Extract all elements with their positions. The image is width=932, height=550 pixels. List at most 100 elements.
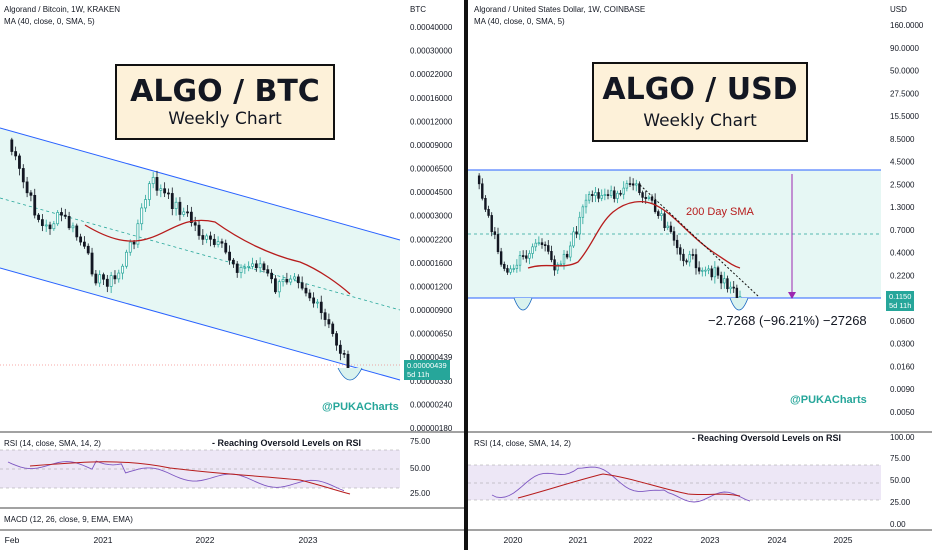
right-symbol-header: Algorand / United States Dollar, 1W, COI… — [474, 5, 646, 14]
right-candle-body — [675, 239, 679, 249]
left-candle-body — [151, 177, 155, 185]
left-candle-body — [239, 267, 243, 273]
right-candle-body — [594, 192, 597, 196]
left-candle-body — [312, 297, 316, 304]
right-candle-body — [644, 196, 647, 199]
right-rsi-tick: 25.00 — [890, 498, 911, 507]
left-candle-body — [231, 259, 235, 265]
left-candle-body — [44, 224, 48, 227]
left-y-tick: 0.00040000 — [410, 23, 453, 32]
left-price-badge: 0.00000439 5d 11h — [404, 360, 450, 380]
left-candle-body — [293, 276, 296, 280]
right-x-tick: 2021 — [569, 535, 588, 545]
left-x-tick: 2021 — [94, 535, 113, 545]
left-candle-body — [75, 225, 79, 238]
left-candle-body — [40, 219, 44, 226]
left-chart-title: ALGO / BTC — [130, 74, 320, 109]
left-candle-body — [117, 272, 121, 280]
left-price-value: 0.00000439 — [407, 361, 447, 370]
right-candle-body — [679, 247, 682, 255]
right-y-tick: 0.7000 — [890, 226, 915, 235]
right-candle-body — [663, 213, 666, 229]
right-y-tick: 27.5000 — [890, 89, 919, 98]
left-rsi-tick: 25.00 — [410, 489, 431, 498]
left-candle-body — [71, 225, 75, 229]
right-y-tick: 8.5000 — [890, 135, 915, 144]
left-candle-body — [323, 312, 327, 320]
right-candle-body — [525, 255, 528, 259]
right-chart-panel[interactable]: 160.0000 90.0000 50.0000 27.5000 15.5000 8.50… — [468, 0, 932, 550]
right-y-tick: 1.3000 — [890, 203, 915, 212]
left-candle-body — [243, 266, 247, 269]
right-candle-body — [584, 199, 588, 208]
right-candle-body — [691, 254, 695, 256]
right-y-tick: 2.5000 — [890, 180, 915, 189]
left-candle-body — [94, 273, 98, 284]
left-title-box: ALGO / BTC Weekly Chart — [115, 64, 335, 140]
right-measure-label: −2.7268 (−96.21%) −27268 — [708, 313, 867, 328]
right-candle-body — [688, 254, 691, 263]
left-candle-body — [37, 214, 40, 220]
left-candle-body — [193, 222, 197, 226]
left-candle-body — [90, 252, 94, 275]
left-candle-body — [163, 188, 167, 194]
left-candle-body — [136, 223, 140, 245]
left-candle-body — [144, 199, 147, 209]
left-candle-body — [140, 207, 144, 225]
right-y-tick: 0.0090 — [890, 385, 915, 394]
right-rsi-label: RSI (14, close, SMA, 14, 2) — [474, 439, 571, 448]
right-candle-body — [635, 183, 638, 186]
left-candle-body — [319, 301, 323, 314]
right-candle-body — [603, 194, 607, 196]
right-measure-arrow — [788, 292, 796, 299]
right-chart-subtitle: Weekly Chart — [643, 111, 757, 131]
right-rsi-note: - Reaching Oversold Levels on RSI — [692, 433, 842, 443]
right-candle-body — [565, 253, 569, 258]
left-candle-body — [258, 263, 262, 269]
right-candle-body — [509, 268, 512, 273]
left-candle-body — [182, 211, 186, 215]
left-candle-body — [277, 281, 281, 293]
left-candle-body — [342, 353, 346, 355]
right-candle-body — [641, 192, 644, 198]
right-candle-body — [578, 216, 581, 235]
right-y-tick: 0.0050 — [890, 408, 915, 417]
right-candle-body — [732, 286, 735, 289]
left-y-tick: 0.00000180 — [410, 424, 453, 433]
right-axis-unit: USD — [890, 5, 907, 14]
left-candle-body — [159, 188, 163, 191]
left-candle-body — [205, 235, 209, 240]
left-rsi-ma-line — [29, 461, 351, 495]
right-price-badge: 0.1150 5d 11h — [886, 291, 915, 311]
left-candle-body — [296, 276, 300, 284]
left-rsi-tick: 75.00 — [410, 437, 431, 446]
left-candle-body — [29, 192, 33, 196]
left-y-tick: 0.00000330 — [410, 377, 453, 386]
right-candle-body — [591, 194, 594, 196]
right-candle-body — [609, 190, 613, 196]
left-y-tick: 0.00000240 — [410, 400, 453, 409]
left-y-tick: 0.00016000 — [410, 94, 453, 103]
right-candle-body — [490, 215, 493, 233]
right-candle-body — [710, 268, 713, 278]
right-candle-body — [735, 287, 739, 300]
right-y-tick: 0.2200 — [890, 271, 915, 280]
right-candle-body — [556, 264, 559, 271]
left-candle-body — [216, 241, 220, 245]
right-candle-body — [481, 183, 484, 199]
right-rsi-tick: 50.00 — [890, 476, 911, 485]
right-candle-body — [613, 190, 616, 199]
right-rsi-tick: 75.00 — [890, 454, 911, 463]
left-macd-label: MACD (12, 26, close, 9, EMA, EMA) — [4, 515, 133, 524]
right-chart-canvas[interactable]: 160.0000 90.0000 50.0000 27.5000 15.5000 8.50… — [468, 0, 932, 550]
left-candle-body — [209, 235, 212, 240]
left-candle-body — [316, 301, 319, 304]
left-x-tick: Feb — [5, 535, 20, 545]
right-y-tick: 0.0600 — [890, 317, 915, 326]
right-candle-body — [553, 259, 556, 271]
left-chart-panel[interactable]: 0.00040000 0.00030000 0.00022000 0.00016000… — [0, 0, 464, 550]
left-axis-unit: BTC — [410, 5, 426, 14]
left-chart-canvas[interactable]: 0.00040000 0.00030000 0.00022000 0.00016000… — [0, 0, 464, 550]
left-candle-body — [266, 269, 270, 274]
right-candle-body — [726, 278, 729, 290]
